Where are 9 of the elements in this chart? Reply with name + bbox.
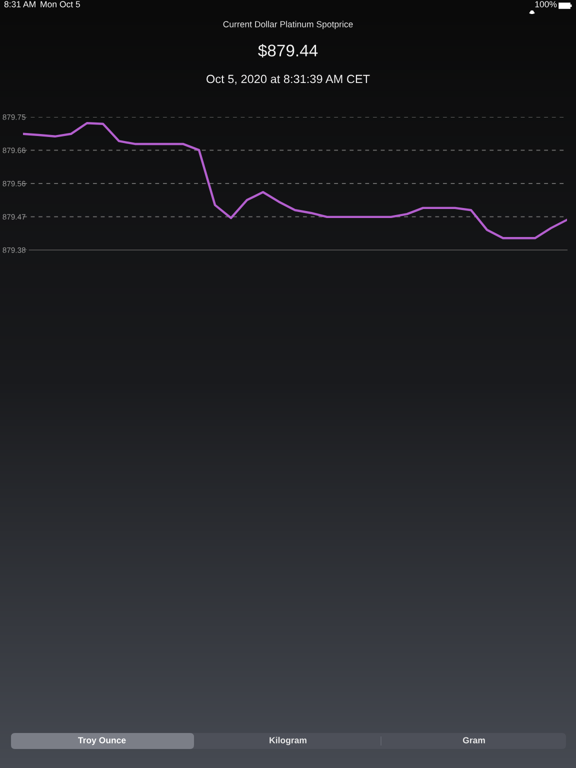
text: Gram (462, 737, 485, 744)
text: Oct 5, 2020 at 8:31:39 AM CET (206, 74, 370, 85)
text: Troy Ounce (78, 737, 126, 746)
text: Kilogram (270, 736, 306, 746)
text: Mon Oct 5 (40, 1, 80, 8)
text: 8:31 AM (4, 1, 36, 8)
chart-title: Current Dollar Platinum Spotprice (223, 20, 353, 30)
text: 100% (535, 1, 557, 8)
chart-subtitle: $879.44 (258, 44, 318, 58)
